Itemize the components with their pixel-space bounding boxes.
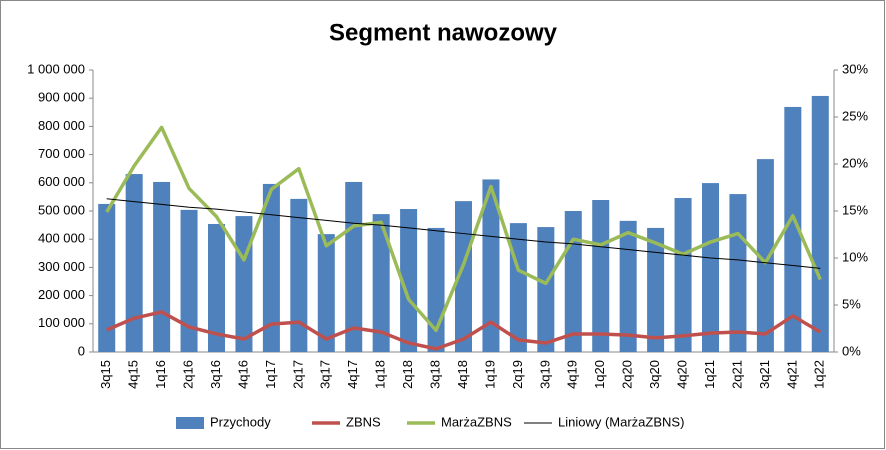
- legend-label: MarżaZBNS: [441, 414, 512, 429]
- y2-tick-label: 5%: [842, 296, 861, 311]
- y2-tick-label: 30%: [842, 61, 868, 76]
- bar: [811, 95, 829, 352]
- x-tick-label: 1q18: [373, 360, 388, 389]
- x-tick-label: 4q20: [674, 360, 689, 389]
- x-tick-label: 4q17: [345, 360, 360, 389]
- x-tick-label: 2q20: [620, 360, 635, 389]
- chart-title: Segment nawozowy: [329, 19, 558, 46]
- bar: [125, 174, 143, 352]
- x-tick-label: 3q20: [647, 360, 662, 389]
- x-tick-label: 1q21: [702, 360, 717, 389]
- y-tick-label: 600 000: [38, 174, 85, 189]
- bar: [592, 200, 610, 352]
- x-tick-label: 3q15: [98, 360, 113, 389]
- bar: [647, 227, 665, 352]
- x-tick-label: 1q20: [592, 360, 607, 389]
- bar: [317, 234, 335, 352]
- y-tick-label: 300 000: [38, 259, 85, 274]
- legend-label: Liniowy (MarżaZBNS): [558, 414, 684, 429]
- bar: [372, 214, 390, 352]
- bar: [98, 203, 116, 352]
- bar: [262, 183, 280, 352]
- x-tick-label: 1q22: [812, 360, 827, 389]
- x-tick-label: 2q21: [729, 360, 744, 389]
- y-tick-label: 0: [78, 343, 85, 358]
- x-tick-label: 4q16: [235, 360, 250, 389]
- x-tick-label: 3q21: [757, 360, 772, 389]
- x-tick-label: 1q17: [263, 360, 278, 389]
- x-tick-label: 2q17: [290, 360, 305, 389]
- y2-tick-label: 0%: [842, 343, 861, 358]
- y2-tick-label: 25%: [842, 108, 868, 123]
- legend-label: ZBNS: [346, 414, 381, 429]
- line: [105, 125, 822, 333]
- x-tick-label: 3q16: [208, 360, 223, 389]
- x-tick-label: 1q16: [153, 360, 168, 389]
- bar: [180, 209, 198, 352]
- y2-tick-label: 10%: [842, 249, 868, 264]
- legend-label: Przychody: [210, 414, 271, 429]
- bar: [427, 227, 445, 352]
- trend-line: [106, 198, 821, 269]
- x-tick-label: 2q19: [510, 360, 525, 389]
- bar: [290, 198, 308, 352]
- y-tick-label: 400 000: [38, 231, 85, 246]
- x-tick-label: 3q18: [427, 360, 442, 389]
- y-tick-label: 500 000: [38, 202, 85, 217]
- x-tick-label: 4q15: [126, 360, 141, 389]
- x-tick-label: 4q19: [565, 360, 580, 389]
- bar: [701, 183, 720, 352]
- line: [106, 310, 822, 351]
- bar: [454, 201, 473, 352]
- x-tick-label: 1q19: [482, 360, 497, 389]
- legend-swatch: [176, 417, 204, 429]
- bar: [729, 194, 747, 352]
- bar: [482, 179, 500, 352]
- x-tick-label: 2q16: [180, 360, 195, 389]
- y-tick-label: 700 000: [38, 146, 85, 161]
- bar: [674, 198, 692, 352]
- bar: [756, 159, 774, 352]
- bar: [153, 181, 171, 352]
- bar: [207, 223, 226, 352]
- x-tick-label: 3q19: [537, 360, 552, 389]
- bar: [509, 223, 527, 352]
- bar: [564, 211, 582, 352]
- x-tick-label: 4q21: [784, 360, 799, 389]
- bar: [619, 220, 637, 352]
- bar: [235, 216, 253, 352]
- x-tick-label: 2q18: [400, 360, 415, 389]
- x-tick-label: 4q18: [455, 360, 470, 389]
- bar: [784, 106, 802, 352]
- y-tick-label: 100 000: [38, 315, 85, 330]
- y2-tick-label: 15%: [842, 202, 868, 217]
- bar: [537, 227, 555, 352]
- bar: [400, 209, 418, 352]
- y-tick-label: 800 000: [38, 118, 85, 133]
- y2-tick-label: 20%: [842, 155, 868, 170]
- y-tick-label: 900 000: [38, 90, 85, 105]
- y-tick-label: 200 000: [38, 287, 85, 302]
- y-tick-label: 1 000 000: [27, 61, 85, 76]
- x-tick-label: 3q17: [318, 360, 333, 389]
